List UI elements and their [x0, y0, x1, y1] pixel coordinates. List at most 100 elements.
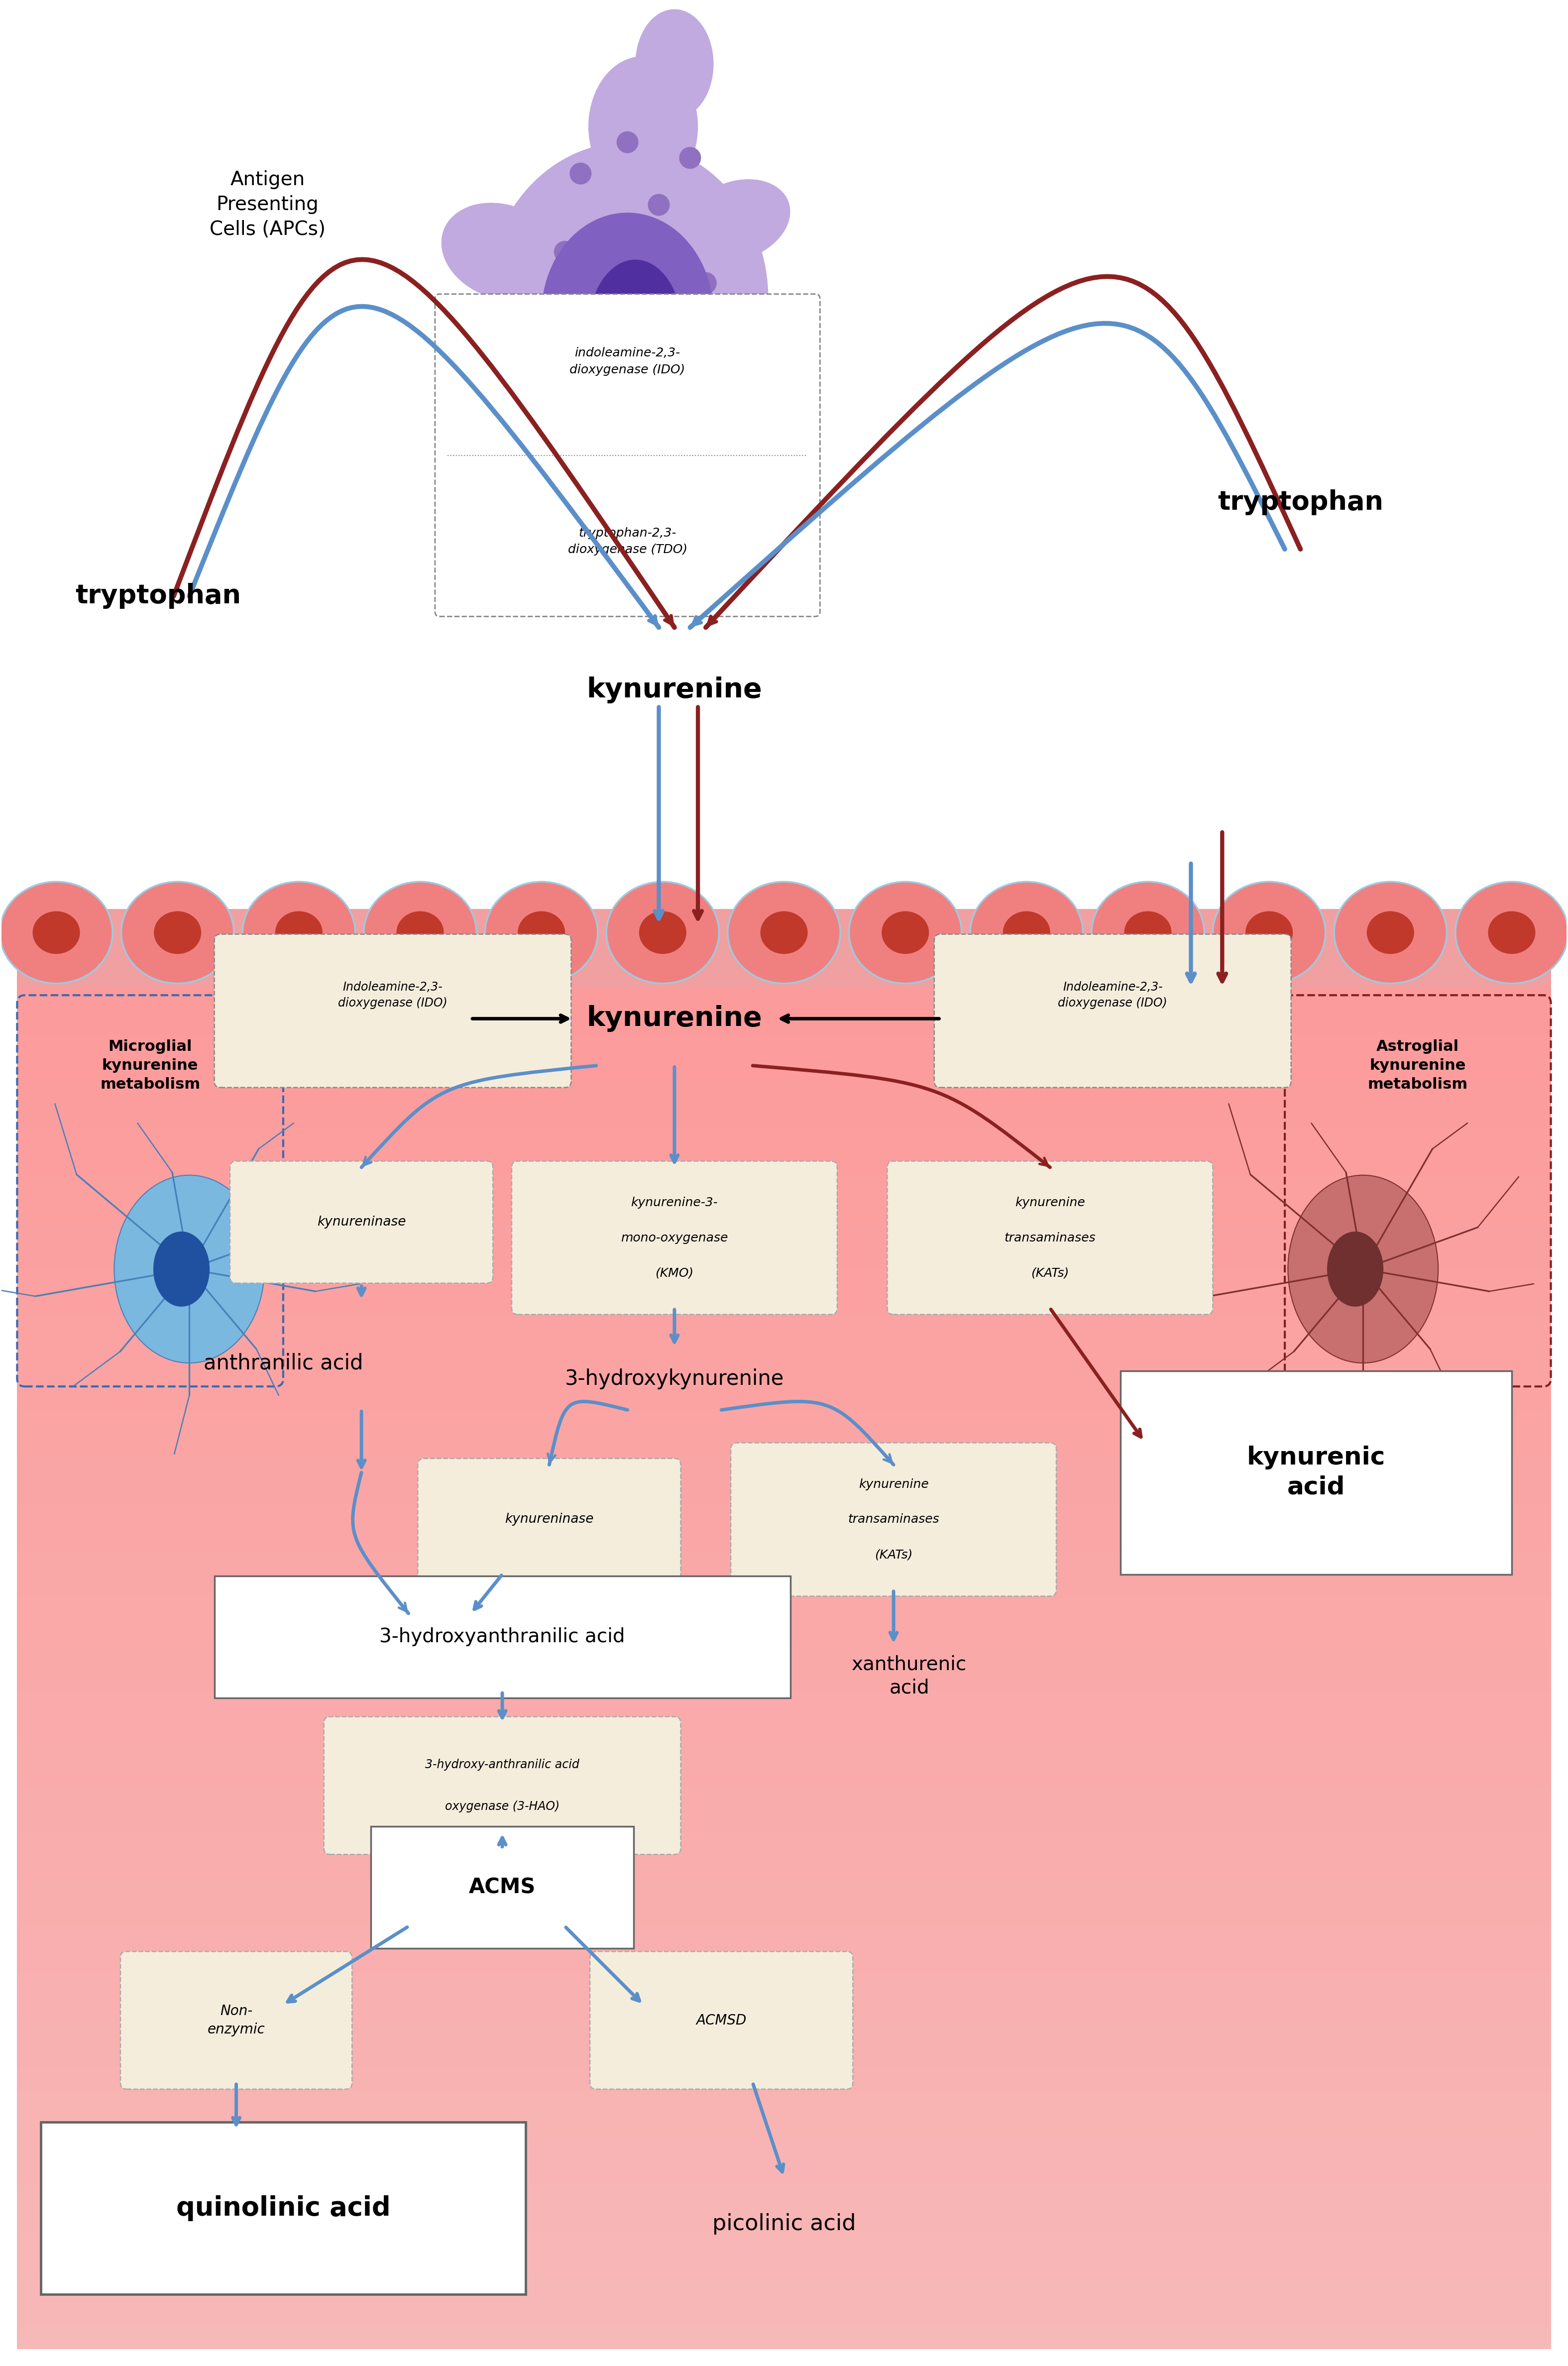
Text: Antigen
Presenting
Cells (APCs): Antigen Presenting Cells (APCs)	[210, 170, 326, 239]
Text: ACMS: ACMS	[469, 1876, 536, 1898]
Ellipse shape	[684, 180, 790, 263]
Bar	[17, 987, 1551, 1010]
Circle shape	[679, 147, 701, 168]
Text: transaminases: transaminases	[1005, 1233, 1096, 1245]
Ellipse shape	[760, 911, 808, 953]
Text: (KATs): (KATs)	[875, 1550, 913, 1562]
Bar	[17, 909, 1551, 987]
Circle shape	[585, 319, 607, 341]
Bar	[17, 1315, 1551, 1339]
Bar	[17, 1152, 1551, 1176]
Bar	[17, 1081, 1551, 1105]
FancyBboxPatch shape	[325, 1718, 681, 1855]
Bar	[17, 1715, 1551, 1739]
Bar	[17, 2068, 1551, 2092]
Bar	[17, 1176, 1551, 1200]
Text: oxygenase (3-HAO): oxygenase (3-HAO)	[445, 1801, 560, 1812]
Bar	[17, 2255, 1551, 2278]
Ellipse shape	[33, 911, 80, 953]
Text: 3-hydroxykynurenine: 3-hydroxykynurenine	[564, 1368, 784, 1389]
Bar	[17, 2113, 1551, 2139]
Ellipse shape	[1091, 883, 1204, 984]
Bar	[17, 2207, 1551, 2231]
Bar	[17, 1597, 1551, 1621]
FancyBboxPatch shape	[121, 1952, 353, 2089]
Bar	[17, 1526, 1551, 1550]
FancyBboxPatch shape	[1121, 1370, 1512, 1573]
FancyBboxPatch shape	[215, 935, 571, 1088]
Text: anthranilic acid: anthranilic acid	[204, 1353, 362, 1372]
FancyBboxPatch shape	[935, 935, 1290, 1088]
Ellipse shape	[364, 883, 477, 984]
Text: tryptophan: tryptophan	[75, 582, 241, 608]
Ellipse shape	[243, 883, 356, 984]
Bar	[17, 1692, 1551, 1715]
Circle shape	[648, 194, 670, 215]
Bar	[17, 2160, 1551, 2184]
Bar	[17, 1855, 1551, 1879]
Ellipse shape	[640, 911, 687, 953]
Ellipse shape	[557, 376, 698, 502]
Ellipse shape	[114, 1176, 265, 1363]
Bar	[17, 2184, 1551, 2207]
Ellipse shape	[485, 883, 597, 984]
Text: Indoleamine-2,3-
dioxygenase (IDO): Indoleamine-2,3- dioxygenase (IDO)	[1058, 982, 1167, 1008]
Bar	[17, 1763, 1551, 1786]
Bar	[17, 1902, 1551, 1926]
Text: Indoleamine-2,3-
dioxygenase (IDO): Indoleamine-2,3- dioxygenase (IDO)	[339, 982, 447, 1008]
Text: kynurenine: kynurenine	[1014, 1197, 1085, 1209]
FancyBboxPatch shape	[41, 2122, 525, 2295]
Ellipse shape	[588, 260, 682, 400]
FancyBboxPatch shape	[731, 1443, 1057, 1597]
Bar	[17, 1786, 1551, 1810]
Ellipse shape	[517, 911, 564, 953]
FancyBboxPatch shape	[372, 1827, 633, 1947]
Bar	[17, 1245, 1551, 1268]
Bar	[17, 1197, 1551, 1223]
Text: picolinic acid: picolinic acid	[712, 2212, 856, 2234]
Bar	[17, 2302, 1551, 2326]
Circle shape	[695, 272, 717, 293]
FancyBboxPatch shape	[590, 1952, 853, 2089]
Ellipse shape	[1334, 883, 1447, 984]
Bar	[17, 1058, 1551, 1081]
FancyBboxPatch shape	[511, 1162, 837, 1315]
Text: kynureninase: kynureninase	[505, 1512, 594, 1526]
Bar	[17, 2021, 1551, 2044]
Bar	[17, 1292, 1551, 1315]
Bar	[17, 1010, 1551, 1034]
Circle shape	[616, 130, 638, 154]
Text: kynurenine: kynurenine	[586, 677, 762, 703]
Ellipse shape	[1327, 1233, 1383, 1306]
Bar	[17, 1739, 1551, 1763]
Bar	[17, 1550, 1551, 1573]
Ellipse shape	[441, 203, 563, 300]
Ellipse shape	[1287, 1176, 1438, 1363]
Ellipse shape	[486, 142, 768, 454]
Text: transaminases: transaminases	[848, 1514, 939, 1526]
Text: (KMO): (KMO)	[655, 1268, 693, 1280]
Bar	[17, 1644, 1551, 1668]
Ellipse shape	[1124, 911, 1171, 953]
Circle shape	[554, 241, 575, 263]
Ellipse shape	[154, 911, 201, 953]
Bar	[17, 1129, 1551, 1152]
Text: kynurenine: kynurenine	[586, 1006, 762, 1032]
Bar	[17, 1034, 1551, 1058]
Bar	[17, 1105, 1551, 1129]
Bar	[17, 1997, 1551, 2021]
Bar	[17, 1221, 1551, 1245]
Ellipse shape	[121, 883, 234, 984]
Text: (KATs): (KATs)	[1032, 1268, 1069, 1280]
Ellipse shape	[1367, 911, 1414, 953]
Bar	[17, 2092, 1551, 2115]
Ellipse shape	[588, 57, 698, 196]
Text: 3-hydroxyanthranilic acid: 3-hydroxyanthranilic acid	[379, 1628, 626, 1647]
Text: 3-hydroxy-anthranilic acid: 3-hydroxy-anthranilic acid	[425, 1758, 580, 1770]
Text: kynurenine: kynurenine	[859, 1479, 928, 1491]
Text: kynurenic
acid: kynurenic acid	[1247, 1446, 1386, 1500]
Text: tryptophan-2,3-
dioxygenase (TDO): tryptophan-2,3- dioxygenase (TDO)	[568, 528, 687, 556]
Ellipse shape	[1488, 911, 1535, 953]
Bar	[17, 1879, 1551, 1902]
Text: xanthurenic
acid: xanthurenic acid	[851, 1654, 967, 1696]
